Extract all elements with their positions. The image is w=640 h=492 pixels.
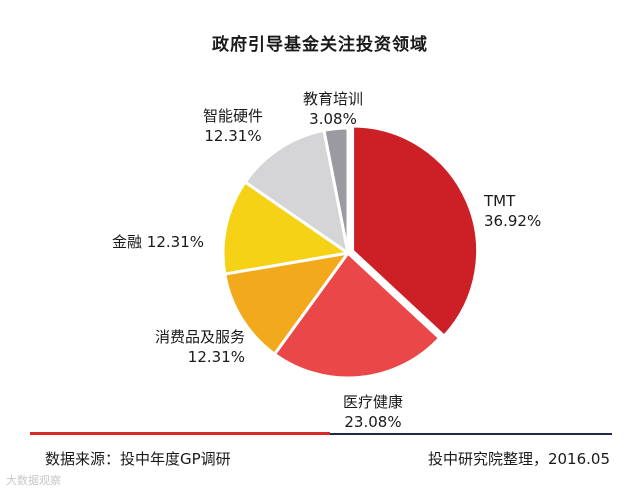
slice-value-consumer: 12.31% bbox=[187, 348, 245, 366]
watermark: 大数据观察 bbox=[6, 474, 61, 487]
pie-slice-1 bbox=[273, 251, 442, 380]
slice-name-healthcare: 医疗健康 bbox=[342, 393, 403, 411]
source-note: 数据来源：投中年度GP调研 bbox=[45, 450, 231, 468]
pie-slice-4 bbox=[243, 128, 350, 255]
slice-value-smart-hardware: 12.31% bbox=[204, 127, 262, 145]
slice-label-education: 教育培训 3.08% bbox=[288, 89, 378, 129]
slice-label-healthcare: 医疗健康 23.08% bbox=[328, 392, 418, 432]
slice-name-education: 教育培训 bbox=[302, 90, 363, 108]
slice-value-education: 3.08% bbox=[309, 110, 357, 128]
footer-rule-red bbox=[30, 432, 330, 435]
slice-name-consumer: 消费品及服务 bbox=[154, 328, 245, 346]
pie-slice-0 bbox=[351, 124, 480, 338]
slice-value-healthcare: 23.08% bbox=[344, 413, 402, 431]
slice-label-finance: 金融 12.31% bbox=[112, 232, 204, 252]
credit-note: 投中研究院整理，2016.05 bbox=[427, 450, 610, 468]
pie-slice-5 bbox=[322, 126, 350, 255]
slice-value-tmt: 36.92% bbox=[484, 212, 542, 230]
footer-rule-dark bbox=[330, 433, 612, 435]
slice-name-tmt: TMT bbox=[484, 192, 516, 210]
slice-name-finance: 金融 bbox=[112, 233, 143, 251]
slice-label-consumer: 消费品及服务 12.31% bbox=[100, 327, 245, 367]
chart-title: 政府引导基金关注投资领域 bbox=[212, 35, 428, 55]
pie-slice-2 bbox=[223, 251, 350, 356]
slice-label-tmt: TMT 36.92% bbox=[484, 191, 541, 231]
slice-label-smart-hardware: 智能硬件 12.31% bbox=[188, 106, 278, 146]
pie-slice-3 bbox=[221, 180, 350, 276]
slice-name-smart-hardware: 智能硬件 bbox=[202, 107, 263, 125]
slice-value-finance: 12.31% bbox=[146, 233, 204, 251]
